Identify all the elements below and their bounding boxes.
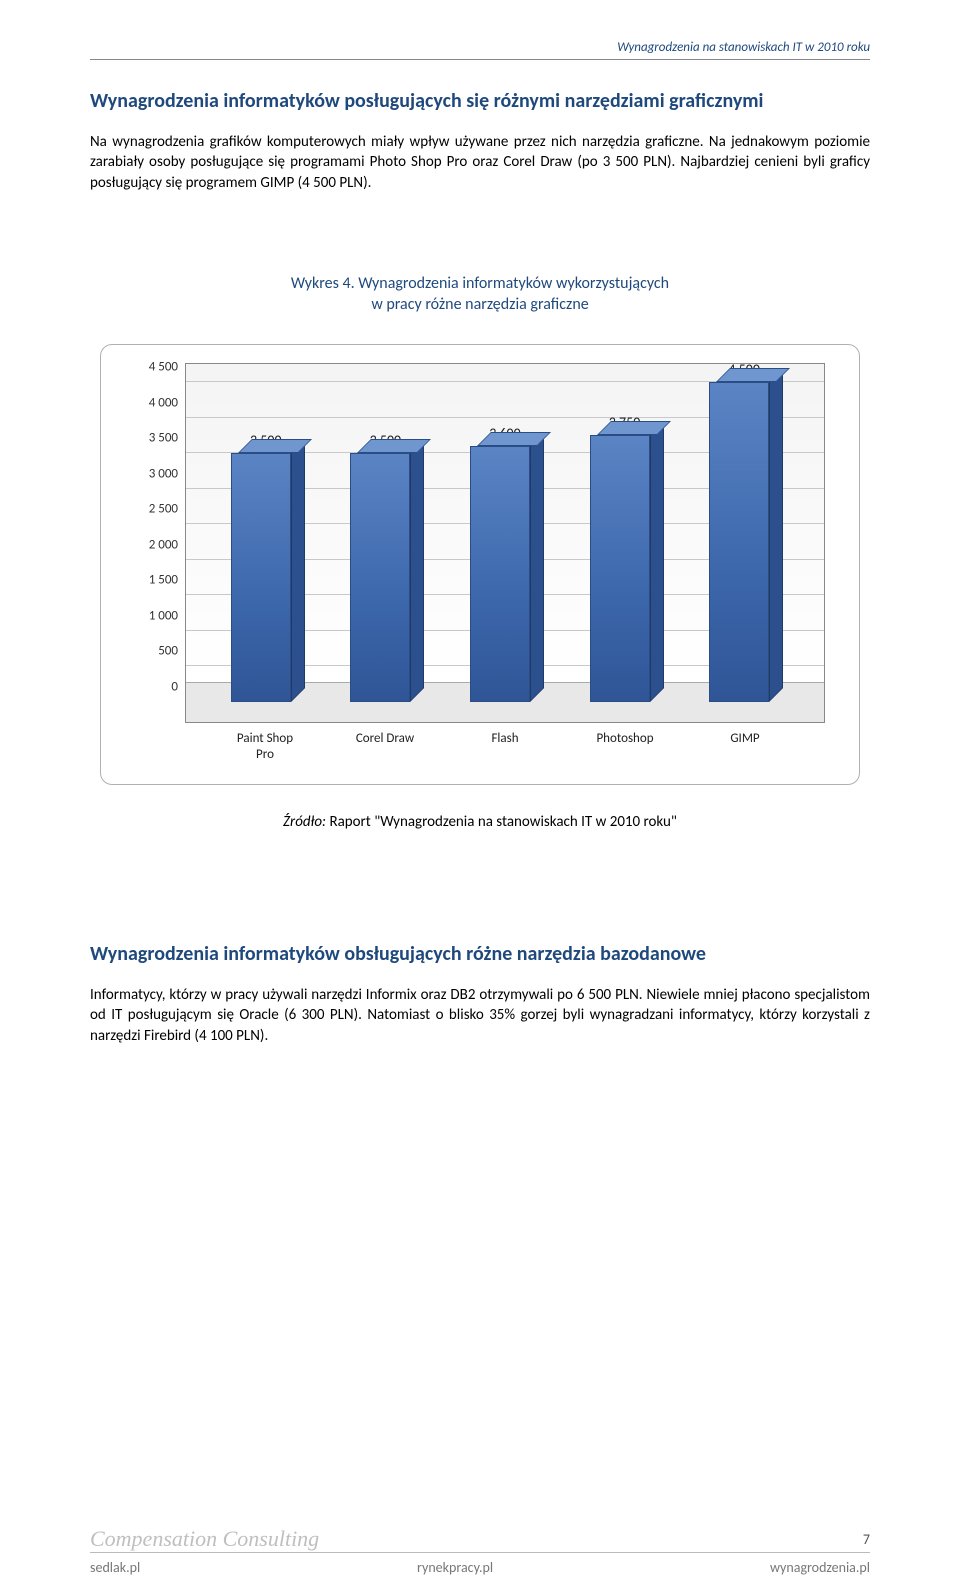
x-axis-label: Photoshop xyxy=(580,731,670,762)
y-axis-label: 3 000 xyxy=(128,466,178,481)
y-axis-label: 2 500 xyxy=(128,502,178,517)
chart-x-labels: Paint ShopPro Corel Draw Flash Photoshop GIM… xyxy=(185,731,825,762)
section2-title: Wynagrodzenia informatyków obsługujących… xyxy=(90,941,870,967)
section1-title: Wynagrodzenia informatyków posługujących… xyxy=(90,88,870,114)
x-axis-label: Corel Draw xyxy=(340,731,430,762)
footer-right: wynagrodzenia.pl xyxy=(770,1559,870,1576)
y-axis-label: 500 xyxy=(128,644,178,659)
bar-3d xyxy=(350,453,420,702)
bar: 3 600 xyxy=(460,425,550,702)
y-axis-label: 4 000 xyxy=(128,395,178,410)
source-prefix: Źródło: xyxy=(283,813,329,831)
chart-plot-area: 05001 0001 5002 0002 5003 0003 5004 0004… xyxy=(185,363,825,723)
footer-brand: Compensation Consulting xyxy=(90,1526,319,1552)
bar-3d xyxy=(709,382,779,702)
chart-container: Wykres 4. Wynagrodzenia informatyków wyk… xyxy=(90,273,870,785)
x-axis-label: GIMP xyxy=(700,731,790,762)
section2-paragraph: Informatycy, którzy w pracy używali narz… xyxy=(90,985,870,1046)
footer-links: sedlak.pl rynekpracy.pl wynagrodzenia.pl xyxy=(90,1552,870,1576)
y-axis-label: 1 500 xyxy=(128,573,178,588)
x-axis-label: Paint ShopPro xyxy=(220,731,310,762)
y-axis-label: 2 000 xyxy=(128,537,178,552)
bar-3d xyxy=(470,446,540,702)
bars-row: 3 500 3 500 3 600 3 750 4 500 xyxy=(186,364,824,702)
bar: 4 500 xyxy=(699,361,789,702)
bar: 3 500 xyxy=(340,432,430,702)
footer-mid: rynekpracy.pl xyxy=(417,1559,493,1576)
chart-title-line2: w pracy różne narzędzia graficzne xyxy=(371,295,588,314)
chart-title: Wykres 4. Wynagrodzenia informatyków wyk… xyxy=(90,273,870,316)
chart-title-line1: Wykres 4. Wynagrodzenia informatyków wyk… xyxy=(291,274,669,293)
source-text: Raport "Wynagrodzenia na stanowiskach IT… xyxy=(329,813,677,831)
chart-frame: 0 500 1 000 1 500 2 000 2 500 3 000 3 500 4 000 4… xyxy=(100,344,860,785)
y-axis-label: 4 500 xyxy=(128,359,178,374)
footer-left: sedlak.pl xyxy=(90,1559,140,1576)
section1-paragraph: Na wynagrodzenia grafików komputerowych … xyxy=(90,132,870,193)
y-axis-label: 3 500 xyxy=(128,431,178,446)
running-header: Wynagrodzenia na stanowiskach IT w 2010 … xyxy=(90,40,870,60)
bar: 3 750 xyxy=(580,414,670,702)
y-axis-label: 1 000 xyxy=(128,608,178,623)
bar-3d xyxy=(590,435,660,702)
x-axis-label: Flash xyxy=(460,731,550,762)
brand-text: Compensation Consulting xyxy=(90,1526,319,1551)
bar-3d xyxy=(231,453,301,702)
chart-source: Źródło: Raport "Wynagrodzenia na stanowi… xyxy=(90,813,870,831)
page-number: 7 xyxy=(863,1531,870,1548)
y-axis-label: 0 xyxy=(128,679,178,694)
bar: 3 500 xyxy=(221,432,311,702)
